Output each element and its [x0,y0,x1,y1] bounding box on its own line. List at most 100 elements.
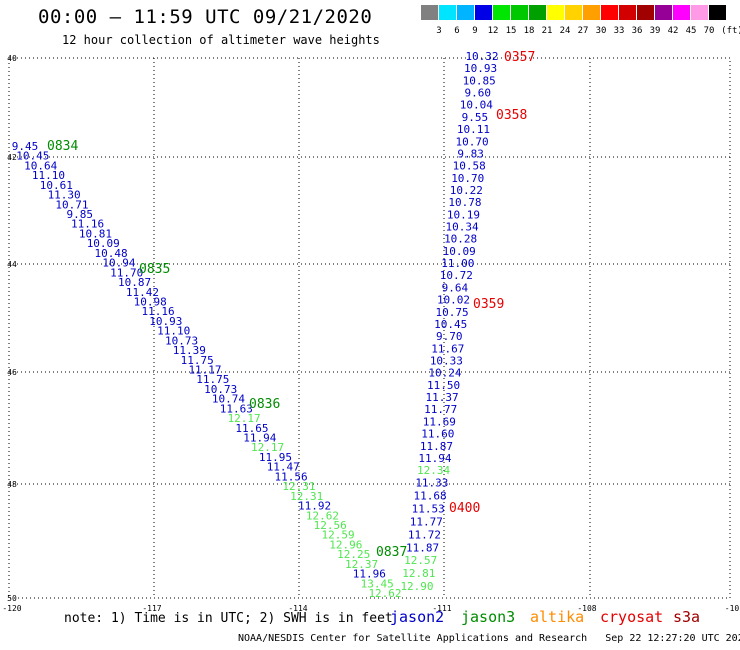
legend-unit: (ft) [721,26,740,36]
wave-height-label: 10.04 [460,99,493,112]
wave-height-label: 11.30 [48,189,81,202]
wave-height-label: 10.58 [453,160,486,173]
wave-height-label: 9.85 [67,208,94,221]
page-title: 00:00 — 11:59 UTC 09/21/2020 [38,6,373,28]
wave-height-label: 11.10 [157,325,190,338]
legend-label: 30 [595,26,607,36]
lat-tick-label: 40 [7,54,17,63]
wave-height-label: 10.48 [95,247,128,260]
wave-height-label: 10.33 [430,355,463,368]
wave-height-label: 11.17 [188,364,221,377]
legend-label: 15 [505,26,517,36]
lon-tick-label: -111 [432,604,451,613]
wave-height-label: 11.56 [275,470,308,483]
wave-height-label: 10.93 [149,315,182,328]
wave-height-label: 10.81 [79,227,112,240]
page-subtitle: 12 hour collection of altimeter wave hei… [62,33,380,47]
legend-swatch [565,5,582,20]
legend-swatch [511,5,528,20]
wave-height-label: 9.70 [436,330,463,343]
wave-height-label: 10.75 [436,306,469,319]
satellite-legend-item: altika [530,608,585,626]
lon-tick-label: -120 [2,604,21,613]
wave-height-label: 12.59 [321,529,354,542]
lon-tick-label: -114 [288,604,307,613]
wave-height-label: 10.73 [204,383,237,396]
pass-time-label: 0835 [139,262,170,277]
wave-height-label: 13.45 [361,577,394,590]
credit-line: NOAA/NESDIS Center for Satellite Applica… [238,633,740,644]
wave-height-label: 12.62 [306,509,339,522]
wave-height-label: 10.24 [428,367,461,380]
wave-height-label: 11.77 [410,515,443,528]
legend-label: 39 [649,26,661,36]
wave-height-label: 11.16 [141,305,174,318]
pass-time-label: 0357 [504,50,535,65]
wave-height-label: 10.72 [440,269,473,282]
wave-height-label: 12.96 [329,538,362,551]
wave-height-label: 9.45 [12,140,39,153]
legend-swatch [475,5,492,20]
legend-label: 70 [703,26,715,36]
pass-time-label: 0358 [496,108,527,123]
wave-height-label: 10.64 [24,159,57,172]
pass-time-label: 0834 [47,139,78,154]
pass-time-labels: 0834 0835 0836 0837 0357 0358 0359 0400 [47,50,535,560]
wave-height-label: 11.75 [196,373,229,386]
pass-time-label: 0400 [449,501,480,516]
wave-height-label: 10.78 [448,196,481,209]
legend-label: 24 [559,26,571,36]
legend-swatch [457,5,474,20]
pass-time-label: 0836 [249,397,280,412]
satellite-legend-item: s3a [673,608,701,626]
wave-height-label: 12.90 [400,580,433,593]
wave-height-label: 11.65 [235,422,268,435]
legend-label: 9 [472,26,478,36]
legend-swatch [709,5,726,20]
lon-tick-label: -10 [725,604,740,613]
wave-height-label: 11.67 [431,342,464,355]
wave-height-label: 11.92 [298,500,331,513]
legend-swatch [439,5,456,20]
legend-label: 27 [577,26,589,36]
wave-height-label: 9.83 [457,147,484,160]
legend-label: 42 [667,26,679,36]
lat-tick-label: 48 [7,480,17,489]
wave-height-label: 9.64 [442,281,469,294]
wave-height-label: 11.72 [408,528,441,541]
wave-height-label: 12.81 [402,567,435,580]
satellite-legend-item: jason2 [390,608,445,626]
lon-tick-label: -108 [577,604,596,613]
wave-height-label: 12.17 [251,441,284,454]
wave-height-label: 10.70 [451,172,484,185]
wave-height-label: 12.57 [404,554,437,567]
wave-height-label: 11.70 [110,266,143,279]
wave-height-label: 11.42 [126,286,159,299]
legend-label: 12 [487,26,499,36]
wave-height-label: 12.56 [314,519,347,532]
wave-height-label: 11.96 [353,568,386,581]
wave-height-label: 10.09 [87,237,120,250]
wave-height-label: 10.74 [212,393,245,406]
legend-swatch [421,5,438,20]
wave-height-label: 9.60 [464,87,491,100]
wave-height-label: 10.45 [16,150,49,163]
wave-height-label: 11.68 [413,490,446,503]
wave-height-label: 10.09 [443,245,476,258]
wave-height-label: 10.32 [465,50,498,63]
wave-height-label: 11.63 [220,402,253,415]
wave-height-label: 11.50 [427,379,460,392]
wave-height-label: 11.87 [406,541,439,554]
wave-height-label: 10.93 [464,62,497,75]
lat-tick-label: 46 [7,368,17,377]
wave-height-label: 10.87 [118,276,151,289]
wave-height-label: 11.69 [423,415,456,428]
wave-height-label: 11.00 [441,257,474,270]
wave-height-label: 10.19 [447,208,480,221]
wave-height-label: 10.94 [102,257,135,270]
legend-swatch [583,5,600,20]
wave-height-label: 11.39 [173,344,206,357]
legend-label: 21 [541,26,553,36]
wave-height-label: 10.11 [457,123,490,136]
wave-height-label: 11.75 [181,354,214,367]
